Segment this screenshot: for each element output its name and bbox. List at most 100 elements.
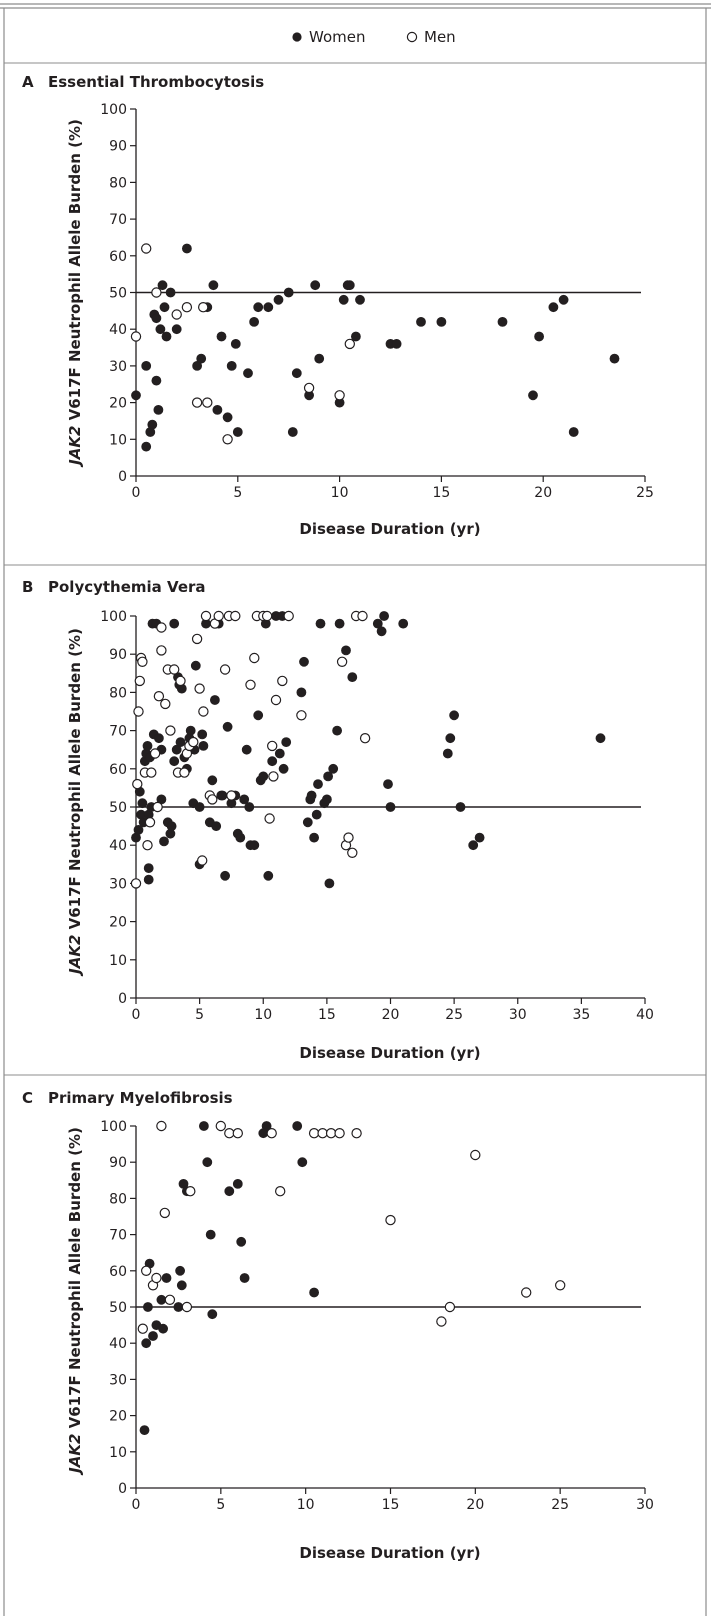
- panel-b-point-women: [169, 756, 180, 767]
- panel-c-point-women: [297, 1157, 308, 1168]
- panel-b-plot-area: 0 10 20 30 40 50 60 70 80 90 100 0 5 10 15 20 25 30 35 40: [100, 609, 654, 1023]
- panel-c-point-men: [137, 1323, 148, 1334]
- panel-b-point-women: [253, 710, 264, 721]
- panel-a-y-tick-label: 10: [109, 432, 127, 448]
- legend-women-label: Women: [309, 28, 365, 46]
- panel-a-plot-area: 0 10 20 30 40 50 60 70 80 90 100 0 5 10 15 20 25: [100, 102, 654, 501]
- panel-a-point-women: [192, 360, 202, 371]
- panel-b-point-women: [376, 626, 387, 637]
- panel-a-point-men: [130, 331, 142, 342]
- panel-b-point-women: [321, 794, 332, 805]
- panel-c-y-axis-title-rest: V617F Neutrophil Allele Burden (%): [66, 1127, 84, 1433]
- panel-c-point-women: [142, 1302, 153, 1312]
- panel-c-y-axis-title-gene: JAK2: [66, 1434, 84, 1476]
- panel-b-point-men: [230, 610, 241, 622]
- panel-b-point-women: [209, 695, 220, 705]
- panel-a-point-women: [232, 427, 243, 437]
- panel-c-point-women: [207, 1309, 218, 1320]
- panel-c-y-tick-label: 20: [109, 1409, 127, 1425]
- panel-b-y-tick-label: 20: [109, 915, 127, 931]
- panel-b-point-men: [343, 832, 354, 843]
- panel-a-point-men: [171, 309, 182, 320]
- panel-b-point-men: [130, 878, 142, 889]
- panel-b-point-women: [190, 660, 201, 671]
- panel-b-point-women: [198, 741, 209, 751]
- panel-a-point-women: [212, 404, 223, 415]
- panel-a-point-women: [263, 302, 274, 313]
- panel-c-x-tick-label: 10: [297, 1497, 315, 1513]
- panel-a-point-men: [197, 302, 209, 313]
- panel-c-point-men: [164, 1294, 176, 1306]
- legend-women-marker: [292, 32, 302, 42]
- panel-b-point-men: [146, 767, 157, 778]
- panel-a-point-men: [140, 243, 152, 254]
- panel-b-point-men: [357, 610, 368, 622]
- panel-a: A Essential Thrombocytosis JAK2 V617F Ne…: [22, 73, 654, 538]
- panel-c-x-tick-label: 20: [466, 1497, 484, 1513]
- panel-c-point-men: [275, 1185, 286, 1197]
- panel-c-plot-area: 0 10 20 30 40 50 60 70 80 90 100 0 5 10 15 20 25 30: [100, 1119, 654, 1513]
- panel-c-y-tick-label: 30: [109, 1372, 127, 1388]
- panel-c-point-women: [175, 1265, 185, 1276]
- legend: Women Men: [292, 28, 456, 46]
- panel-b-point-women: [142, 741, 153, 751]
- panel-c-x-tick-label: 15: [382, 1497, 400, 1513]
- panel-b-point-men: [277, 675, 288, 687]
- panel-b-point-men: [191, 633, 203, 645]
- panel-b-y-tick-label: 100: [100, 609, 127, 625]
- panel-c-point-men: [325, 1127, 337, 1139]
- panel-b-point-men: [188, 736, 199, 748]
- panel-b-x-tick-label: 10: [254, 1007, 272, 1023]
- panel-a-point-women: [287, 427, 298, 437]
- panel-c-point-men: [436, 1316, 447, 1327]
- panel-b-y-tick-label: 50: [109, 800, 127, 816]
- panel-a-point-women: [161, 331, 172, 342]
- panel-a-point-men: [222, 434, 233, 445]
- panel-c-point-women: [198, 1121, 209, 1131]
- panel-b-point-women: [143, 874, 154, 885]
- panel-b-point-women: [455, 802, 466, 812]
- panel-a-point-women: [249, 316, 259, 327]
- panel-b-letter: B: [22, 578, 33, 596]
- panel-b-point-men: [219, 664, 231, 675]
- panel-a-point-men: [151, 287, 162, 298]
- panel-b-point-men: [153, 691, 165, 702]
- panel-c-y-tick-label: 60: [109, 1264, 127, 1280]
- panel-a-y-tick-label: 40: [109, 322, 127, 338]
- panel-c-point-women: [224, 1186, 235, 1197]
- panel-a-point-women: [253, 302, 264, 313]
- panel-b-point-women: [474, 832, 485, 843]
- panel-c-x-tick-label: 30: [636, 1497, 654, 1513]
- panel-c-point-men: [521, 1287, 532, 1298]
- panel-a-point-women: [273, 294, 284, 305]
- panel-c-point-men: [156, 1120, 167, 1132]
- panel-a-y-tick-label: 100: [100, 102, 127, 118]
- panel-a-x-tick-label: 25: [636, 485, 654, 501]
- panel-b-point-men: [156, 645, 167, 656]
- panel-c-y-tick-label: 40: [109, 1336, 127, 1352]
- panel-b-point-men: [198, 706, 209, 717]
- panel-a-point-women: [141, 360, 152, 371]
- panel-b-point-women: [194, 802, 205, 812]
- panel-c-point-men: [266, 1127, 277, 1139]
- panel-b-point-men: [196, 855, 208, 866]
- panel-a-point-women: [416, 316, 426, 327]
- panel-b-point-women: [175, 737, 186, 747]
- panel-b-point-women: [299, 656, 309, 667]
- panel-a-x-tick-label: 20: [534, 485, 552, 501]
- panel-c-point-women: [148, 1331, 158, 1341]
- panel-a-y-axis-title-rest: V617F Neutrophil Allele Burden (%): [66, 119, 84, 425]
- panel-a-point-women: [147, 419, 158, 430]
- panel-b-point-women: [323, 771, 333, 782]
- panel-b-y-axis-title-rest: V617F Neutrophil Allele Burden (%): [66, 628, 84, 934]
- panel-a-point-men: [191, 397, 203, 408]
- panel-a-point-women: [153, 404, 164, 415]
- panel-b-point-men: [152, 801, 163, 813]
- panel-a-point-women: [344, 280, 355, 291]
- panel-c-point-men: [351, 1127, 362, 1139]
- panel-b-y-tick-label: 70: [109, 724, 127, 740]
- panel-a-y-tick-label: 70: [109, 212, 127, 228]
- panel-c-point-women: [139, 1425, 150, 1435]
- panel-c-x-axis-title: Disease Duration (yr): [299, 1544, 480, 1562]
- panel-b-point-men: [194, 683, 205, 694]
